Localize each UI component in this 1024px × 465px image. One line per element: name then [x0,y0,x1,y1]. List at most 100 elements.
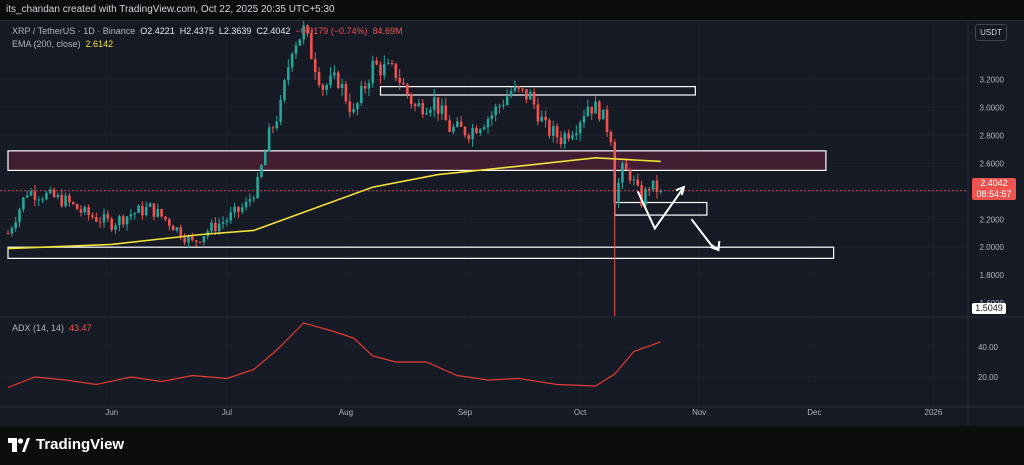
candle-body [256,176,259,199]
candle-body [167,219,171,226]
candle-body [421,103,425,115]
candle-body [56,194,60,198]
tradingview-logo[interactable]: TradingView [8,436,124,453]
candle-body [509,90,513,97]
ohlc-low: L2.3639 [218,26,252,36]
chart-area[interactable]: 1.80002.00002.20002.40002.60002.80003.00… [0,20,1024,427]
projection-arrow-down [690,218,719,251]
candle-body [413,104,417,107]
candle-body [559,137,563,145]
candle-body [148,203,152,207]
y-tick-label: 2.0000 [980,243,1005,252]
price-chart[interactable]: 1.80002.00002.20002.40002.60002.80003.00… [0,20,1024,426]
candle-body [102,214,106,223]
candle-body [217,223,221,232]
candle-body [528,92,532,100]
candle-body [187,236,190,243]
candle-body [75,203,79,210]
candle-body [198,241,202,243]
candle-body [521,88,524,90]
current-price: 2.4042 [980,178,1008,188]
candle-body [498,105,501,107]
symbol-legend: XRP / TetherUS · 1D · Binance O2.4221 H2… [12,26,403,36]
candle-body [271,127,275,129]
candle-body [621,163,624,183]
candle-body [575,133,578,136]
x-tick-label: 2026 [925,408,943,417]
candle-body [10,228,14,234]
candle-body [79,209,83,213]
candle-body [605,109,609,133]
candle-body [425,112,428,115]
x-tick-label: Jun [105,408,118,417]
candle-body [628,169,632,181]
currency-button[interactable]: USDT [975,24,1007,41]
candle-body [578,122,582,134]
candle-body [336,72,340,88]
candle-body [475,127,478,134]
candle-body [83,207,87,213]
candle-body [298,39,302,46]
symbol-name: XRP / TetherUS · 1D · Binance [12,26,136,36]
adx-label: ADX (14, 14) [12,323,65,333]
candle-body [133,212,137,215]
support-resistance-zone [379,86,696,96]
candle-body [517,86,521,89]
candle-body [551,126,555,136]
support-resistance-zone [7,150,827,171]
candle-body [594,101,597,114]
candle-body [275,121,279,129]
candle-body [313,59,317,73]
candle-body [363,86,367,89]
candle-body [25,195,29,198]
candle-body [482,127,486,130]
candle-body [225,220,229,223]
candle-body [183,237,186,243]
candle-body [329,75,332,86]
y-tick-label: 2.6000 [980,159,1005,168]
candle-body [64,195,67,207]
candle-body [87,207,90,216]
volume-value: 84.69M [372,26,403,36]
candle-body [371,60,375,84]
candle-body [160,209,163,217]
candle-body [471,127,474,140]
candle-body [114,225,117,230]
candle-body [267,127,271,152]
candle-body [448,120,451,132]
candle-body [6,233,10,235]
candle-body [118,216,121,226]
candle-body [417,103,421,107]
candle-body [141,205,144,216]
candle-body [129,214,133,217]
candle-body [513,86,517,91]
candle-body [582,116,586,123]
candle-body [33,191,37,200]
candle-body [60,194,64,207]
candle-body [436,97,440,114]
candle-body [194,240,198,242]
candle-body [375,60,378,65]
candle-body [548,120,551,136]
candle-body [636,179,640,186]
x-tick-label: Aug [339,408,353,417]
y-tick-label: 2.8000 [980,131,1005,140]
candle-body [624,163,628,170]
candle-body [14,222,17,229]
ohlc-close: C2.4042 [256,26,291,36]
candle-body [406,84,409,95]
adx-legend: ADX (14, 14) 43.47 [12,323,92,333]
candle-body [344,83,348,102]
projection-arrow-up [636,186,685,231]
candle-body [490,115,494,119]
candle-body [214,222,217,232]
y-tick-label: 1.8000 [980,271,1005,280]
tradingview-icon [8,437,30,452]
candle-body [18,209,21,223]
candle-body [432,97,436,110]
bar-countdown: 08:54:57 [976,189,1012,199]
candle-body [37,199,41,201]
candle-body [91,215,94,218]
candle-body [348,101,352,113]
candle-body [260,165,263,177]
